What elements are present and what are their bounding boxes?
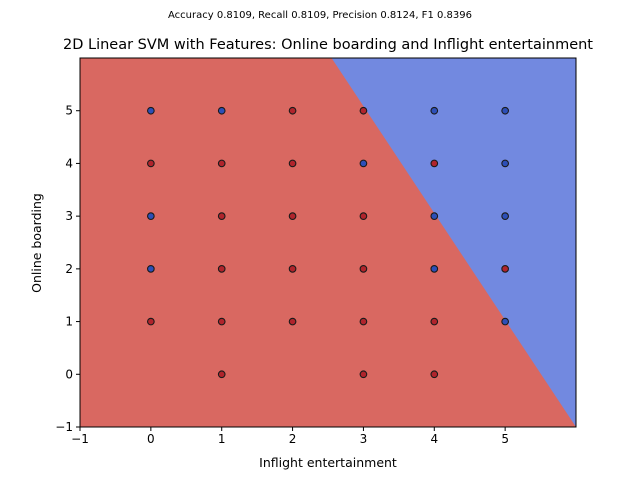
data-point-red <box>501 265 509 273</box>
x-tick-label: 2 <box>289 432 297 446</box>
y-tick-label: −1 <box>55 420 73 434</box>
y-tick-label: 3 <box>65 209 73 223</box>
x-tick-label: 3 <box>360 432 368 446</box>
y-tick-label: 5 <box>65 104 73 118</box>
data-point-blue <box>430 106 439 115</box>
plot-area <box>79 57 577 428</box>
data-point-red <box>359 106 368 115</box>
x-tick-label: 5 <box>501 432 509 446</box>
y-tick-label: 1 <box>65 315 73 329</box>
x-axis: −1 0 1 2 3 4 5 <box>71 427 509 446</box>
data-point-blue <box>147 212 155 220</box>
data-point-blue <box>147 106 155 115</box>
chart-suptitle: Accuracy 0.8109, Recall 0.8109, Precisio… <box>168 10 472 21</box>
data-point-red <box>217 212 226 220</box>
data-point-red <box>288 212 297 220</box>
y-tick-label: 4 <box>65 156 73 170</box>
data-point-blue <box>501 106 509 115</box>
data-point-red <box>147 159 155 168</box>
data-point-red <box>217 265 226 273</box>
x-tick-label: 4 <box>430 432 438 446</box>
data-point-red <box>359 212 368 220</box>
data-point-blue <box>217 106 226 115</box>
data-point-blue <box>430 265 439 273</box>
y-axis-label: Online boarding <box>29 193 44 293</box>
data-point-blue <box>501 317 509 326</box>
data-point-red <box>288 159 297 168</box>
data-point-blue <box>147 265 155 273</box>
data-point-red <box>430 159 439 168</box>
data-point-red <box>217 370 226 379</box>
chart-title: 2D Linear SVM with Features: Online boar… <box>63 37 593 53</box>
x-tick-label: 0 <box>147 432 155 446</box>
data-point-red <box>147 317 155 326</box>
x-tick-label: 1 <box>218 432 226 446</box>
region-class-blue <box>331 58 576 427</box>
data-point-blue <box>430 212 439 220</box>
data-point-red <box>288 265 297 273</box>
data-point-red <box>359 370 368 379</box>
x-axis-label: Inflight entertainment <box>259 455 397 470</box>
data-point-red <box>217 317 226 326</box>
y-tick-label: 2 <box>65 262 73 276</box>
data-point-red <box>430 317 439 326</box>
x-tick-label: −1 <box>71 432 89 446</box>
y-axis: −1 0 1 2 3 4 5 <box>55 104 80 434</box>
data-point-red <box>430 370 439 379</box>
data-point-red <box>359 317 368 326</box>
data-point-red <box>288 317 297 326</box>
y-tick-label: 0 <box>65 367 73 381</box>
data-point-red <box>288 106 297 115</box>
data-point-red <box>217 159 226 168</box>
plot-frame <box>79 57 577 428</box>
data-point-blue <box>501 212 509 220</box>
data-point-red <box>359 265 368 273</box>
data-point-blue <box>501 159 509 168</box>
data-point-blue <box>359 159 368 168</box>
